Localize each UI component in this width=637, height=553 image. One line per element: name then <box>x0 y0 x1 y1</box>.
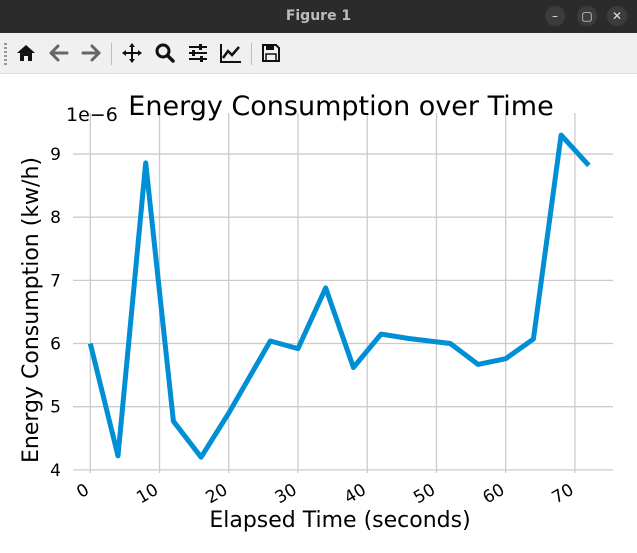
x-tick-label: 60 <box>479 480 508 508</box>
floppy-disk-icon <box>262 44 280 62</box>
toolbar-separator <box>251 43 252 65</box>
move-icon <box>122 43 142 63</box>
close-button[interactable]: ✕ <box>607 6 627 26</box>
configure-subplots-button[interactable] <box>186 41 210 65</box>
edit-axes-button[interactable] <box>219 41 243 65</box>
y-tick-label: 8 <box>50 208 61 228</box>
back-button[interactable] <box>47 41 71 65</box>
series-line <box>87 132 591 460</box>
sliders-icon <box>189 44 207 62</box>
toolbar-grip[interactable] <box>4 43 7 65</box>
chart-title: Energy Consumption over Time <box>128 91 553 122</box>
minimize-button[interactable]: – <box>545 6 565 26</box>
arrow-left-icon <box>49 44 69 62</box>
home-icon <box>17 45 35 61</box>
y-axis-ticks: 4 5 6 7 8 9 <box>50 145 61 481</box>
x-axis-label: Elapsed Time (seconds) <box>209 508 470 533</box>
figure-canvas[interactable]: 0 10 20 30 40 50 60 70 4 5 6 7 8 9 Energy Consumptio… <box>0 73 637 553</box>
zoom-button[interactable] <box>153 41 177 65</box>
x-tick-label: 20 <box>203 480 232 508</box>
toolbar-separator <box>111 43 112 65</box>
y-tick-label: 6 <box>50 335 61 355</box>
x-axis-ticks: 0 10 20 30 40 50 60 70 <box>73 480 577 508</box>
y-tick-label: 5 <box>50 398 61 418</box>
x-tick-label: 40 <box>341 480 370 508</box>
y-tick-label: 9 <box>50 145 61 165</box>
navigation-toolbar <box>0 33 637 74</box>
line-chart-icon <box>220 44 241 63</box>
window-titlebar: Figure 1 – ▢ ✕ <box>0 0 637 33</box>
y-tick-label: 7 <box>50 271 61 291</box>
save-button[interactable] <box>259 41 283 65</box>
pan-button[interactable] <box>120 41 144 65</box>
arrow-right-icon <box>81 44 101 62</box>
forward-button[interactable] <box>79 41 103 65</box>
home-button[interactable] <box>14 41 38 65</box>
x-tick-label: 50 <box>410 480 439 508</box>
x-tick-label: 70 <box>549 480 578 508</box>
grid <box>73 113 613 473</box>
y-offset-label: 1e−6 <box>66 104 118 126</box>
y-tick-label: 4 <box>50 461 61 481</box>
x-tick-label: 30 <box>272 480 301 508</box>
x-tick-label: 10 <box>133 480 162 508</box>
window-title: Figure 1 <box>285 8 352 24</box>
magnifier-icon <box>155 43 175 63</box>
y-axis-label: Energy Consumption (kw/h) <box>19 157 44 463</box>
maximize-button[interactable]: ▢ <box>577 6 597 26</box>
x-tick-label: 0 <box>73 480 92 503</box>
